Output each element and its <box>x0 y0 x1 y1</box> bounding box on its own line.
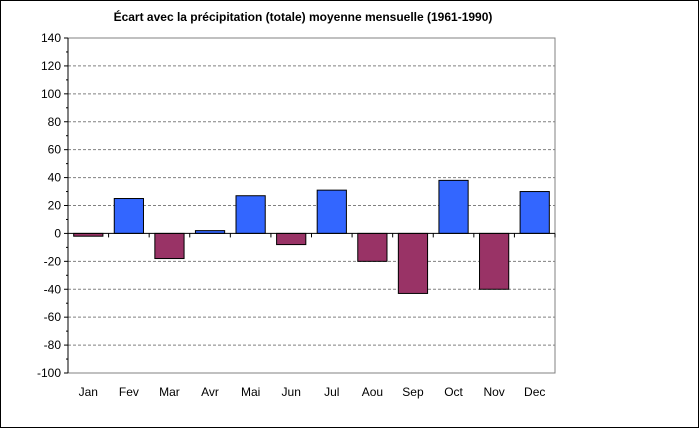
y-tick-label: 140 <box>41 31 61 45</box>
bar-aou <box>357 232 388 262</box>
x-tick-labels: Jan Fev Mar Avr Mai Jun Jul Aou Sep Oct Nov Dec <box>79 385 546 399</box>
y-tick-labels: 140 120 100 80 60 40 20 0 -20 -40 -60 -80 -100 <box>37 31 61 380</box>
x-tick-label: Aou <box>362 385 383 399</box>
bar-nov <box>479 232 510 290</box>
bar-jul <box>316 189 347 234</box>
y-tick-label: 80 <box>48 115 62 129</box>
y-tick-label: 100 <box>41 87 61 101</box>
x-tick-label: Mar <box>159 385 180 399</box>
gridlines <box>68 65 555 346</box>
y-tick-label: -40 <box>44 282 62 296</box>
bar-mar <box>154 232 185 260</box>
x-tick-label: Jan <box>79 385 98 399</box>
x-tick-label: Nov <box>483 385 504 399</box>
y-tick-label: 60 <box>48 143 62 157</box>
y-tick-label: 0 <box>54 226 61 240</box>
bar-oct <box>438 179 469 234</box>
x-tick-label: Mai <box>241 385 260 399</box>
x-tick-label: Jul <box>324 385 339 399</box>
bar-fev <box>113 198 144 234</box>
y-tick-label: -80 <box>44 338 62 352</box>
bar-mai <box>235 195 266 234</box>
x-tick-label: Dec <box>524 385 545 399</box>
x-tick-label: Oct <box>444 385 463 399</box>
bar-jun <box>276 232 307 246</box>
y-tick-label: 20 <box>48 199 62 213</box>
x-tick-label: Sep <box>402 385 424 399</box>
x-tick-label: Jun <box>282 385 301 399</box>
y-tick-label: -100 <box>37 366 61 380</box>
axes <box>64 37 556 374</box>
chart-title: Écart avec la précipitation (totale) moy… <box>113 10 493 24</box>
x-tick-label: Avr <box>201 385 219 399</box>
y-tick-label: 40 <box>48 171 62 185</box>
bar-sep <box>397 232 429 294</box>
bar-dec <box>519 191 550 234</box>
y-tick-label: 120 <box>41 59 61 73</box>
y-tick-label: -20 <box>44 254 62 268</box>
y-tick-label: -60 <box>44 310 62 324</box>
x-tick-label: Fev <box>119 385 139 399</box>
